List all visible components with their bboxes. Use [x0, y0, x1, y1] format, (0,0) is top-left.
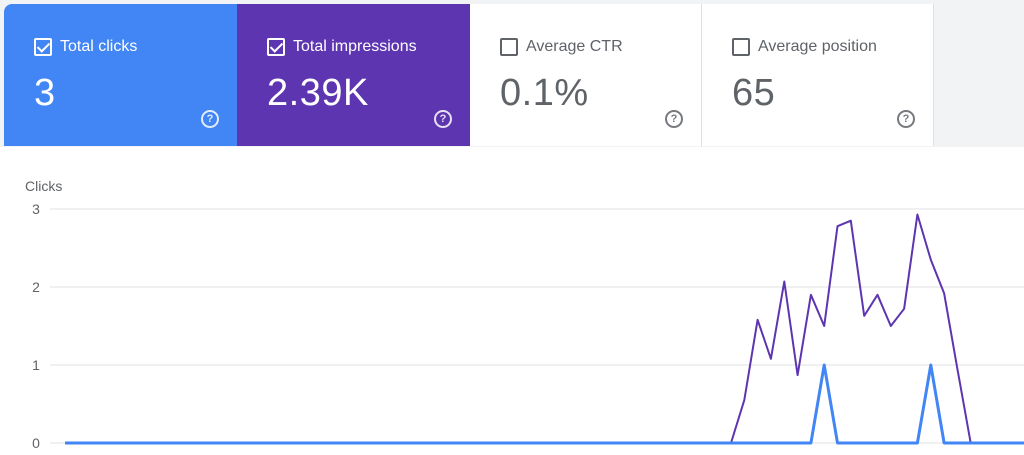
average-position-label: Average position	[758, 38, 877, 55]
total-clicks-card[interactable]: Total clicks 3 ?	[4, 4, 237, 146]
average-ctr-value: 0.1%	[500, 72, 589, 114]
checkbox-unchecked-icon[interactable]	[500, 38, 518, 56]
help-icon[interactable]: ?	[201, 110, 219, 128]
clicks-series-line	[65, 363, 1024, 445]
checkbox-checked-icon[interactable]	[267, 38, 285, 56]
y-axis-label: Clicks	[25, 178, 62, 194]
y-tick-label: 2	[32, 279, 40, 295]
help-icon[interactable]: ?	[665, 110, 683, 128]
checkbox-checked-icon[interactable]	[34, 38, 52, 56]
total-clicks-value: 3	[34, 72, 56, 114]
performance-chart: Clicks 0 1 2 3	[0, 147, 1024, 455]
chart-svg: Clicks 0 1 2 3	[25, 178, 1024, 451]
total-impressions-label: Total impressions	[293, 38, 417, 55]
average-position-card[interactable]: Average position 65 ?	[702, 4, 934, 146]
help-icon[interactable]: ?	[434, 110, 452, 128]
impressions-series-line	[65, 213, 1024, 444]
y-tick-label: 1	[32, 357, 40, 373]
average-position-value: 65	[732, 72, 776, 114]
y-tick-label: 3	[32, 201, 40, 217]
average-ctr-card[interactable]: Average CTR 0.1% ?	[470, 4, 702, 146]
average-ctr-header: Average CTR	[500, 38, 623, 56]
total-impressions-card[interactable]: Total impressions 2.39K ?	[237, 4, 470, 146]
total-clicks-header: Total clicks	[34, 38, 137, 56]
average-ctr-label: Average CTR	[526, 38, 623, 55]
total-clicks-label: Total clicks	[60, 38, 138, 55]
total-impressions-value: 2.39K	[267, 72, 369, 114]
average-position-header: Average position	[732, 38, 877, 56]
help-icon[interactable]: ?	[897, 110, 915, 128]
y-tick-label: 0	[32, 435, 40, 451]
checkbox-unchecked-icon[interactable]	[732, 38, 750, 56]
total-impressions-header: Total impressions	[267, 38, 417, 56]
